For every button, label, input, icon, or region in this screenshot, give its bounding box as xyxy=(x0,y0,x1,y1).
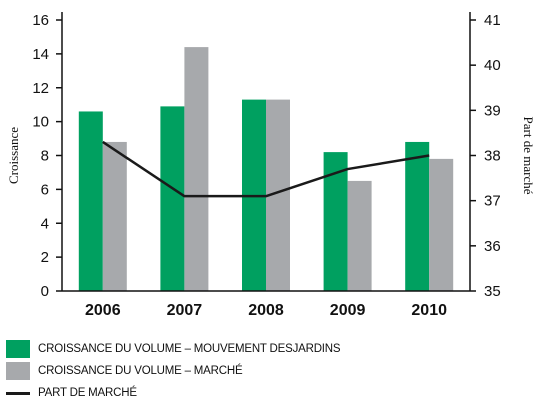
legend-label-part-de-marche: PART DE MARCHÉ xyxy=(38,387,137,399)
bar-desjardins-2010 xyxy=(405,141,430,291)
category-label-2008: 2008 xyxy=(248,302,284,319)
right-tick-label: 40 xyxy=(484,57,501,74)
legend-label-desjardins: CROISSANCE DU VOLUME – MOUVEMENT DESJARD… xyxy=(38,343,341,355)
right-tick-label: 38 xyxy=(484,148,501,165)
chart-svg: 0 2 4 6 8 10 12 14 16 35 36 37 38 39 40 41 2006 2007 2008 2… xyxy=(6,12,533,319)
y-axis-title: Croissance xyxy=(6,127,21,184)
category-label-2007: 2007 xyxy=(167,302,203,319)
left-tick-label: 8 xyxy=(41,148,49,165)
legend-line-part-de-marche xyxy=(6,391,30,395)
right-tick-label: 36 xyxy=(484,238,501,255)
bar-marche-2006 xyxy=(102,141,127,291)
bar-marche-2007 xyxy=(184,47,209,291)
right-tick-label: 39 xyxy=(484,102,501,119)
line-part-de-marche xyxy=(102,140,430,198)
y2-axis-title: Part de marché xyxy=(521,117,533,195)
legend-item-marche: CROISSANCE DU VOLUME – MARCHÉ xyxy=(6,360,426,382)
left-tick-label: 12 xyxy=(32,80,49,97)
category-label-2010: 2010 xyxy=(411,302,447,319)
legend-swatch-desjardins xyxy=(6,340,30,358)
left-tick-label: 16 xyxy=(32,12,49,29)
legend-label-marche: CROISSANCE DU VOLUME – MARCHÉ xyxy=(38,365,243,377)
left-tick-label: 2 xyxy=(41,249,49,266)
legend-swatch-marche xyxy=(6,362,30,380)
right-tick-label: 37 xyxy=(484,193,501,210)
legend: CROISSANCE DU VOLUME – MOUVEMENT DESJARD… xyxy=(6,338,426,404)
bar-desjardins-2007 xyxy=(160,106,185,291)
category-label-2006: 2006 xyxy=(85,302,121,319)
left-tick-label: 14 xyxy=(32,46,49,63)
left-tick-label: 0 xyxy=(41,283,49,300)
bars-layer xyxy=(78,47,454,292)
right-tick-label: 35 xyxy=(484,283,501,300)
line-layer xyxy=(102,140,430,198)
bar-desjardins-2006 xyxy=(78,111,103,292)
right-tick-label: 41 xyxy=(484,12,501,29)
legend-item-desjardins: CROISSANCE DU VOLUME – MOUVEMENT DESJARD… xyxy=(6,338,426,360)
legend-item-part-de-marche: PART DE MARCHÉ xyxy=(6,382,426,404)
left-tick-label: 10 xyxy=(32,114,49,131)
bar-marche-2009 xyxy=(347,180,372,291)
category-label-2009: 2009 xyxy=(330,302,366,319)
bar-marche-2010 xyxy=(429,158,454,291)
left-tick-label: 4 xyxy=(41,215,49,232)
ticks-layer: 0 2 4 6 8 10 12 14 16 35 36 37 38 39 40 41 2006 2007 2008 2… xyxy=(32,12,500,319)
left-tick-label: 6 xyxy=(41,181,49,198)
